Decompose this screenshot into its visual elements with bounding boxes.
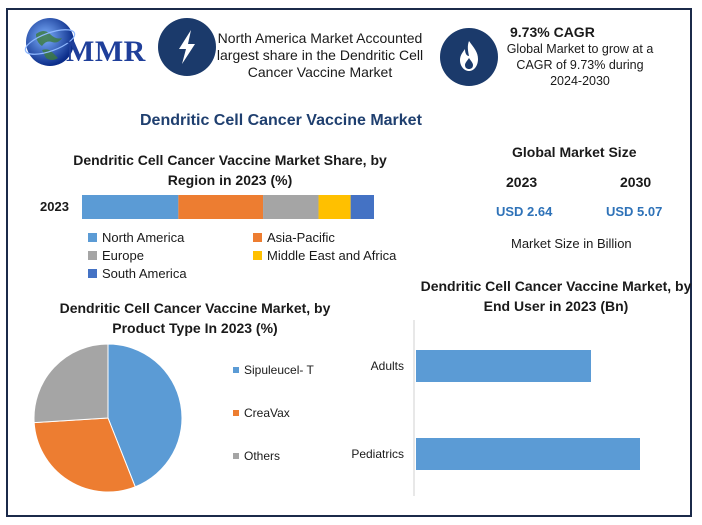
legend-creavax: CreaVax [233,406,290,420]
bar-asia-pacific [178,195,264,219]
value-2030: USD 5.07 [606,204,663,219]
bar-north-america [82,195,179,219]
enduser-bar-chart: Adults Pediatrics [351,320,640,496]
product-pie-chart [33,343,183,493]
bar-europe [263,195,319,219]
slice-sipuleucel-t [107,343,183,488]
tick-label-pediatrics: Pediatrics [351,447,404,461]
flame-icon [460,41,478,71]
region-chart-title: Dendritic Cell Cancer Vaccine Market Sha… [73,152,387,188]
legend-asia-pacific: Asia-Pacific [253,230,335,245]
size-note: Market Size in Billion [511,236,632,251]
slice-creavax [33,417,136,493]
legend-sipuleucel: Sipuleucel- T [233,363,314,377]
bar-adults [416,350,591,382]
product-chart-title: Dendritic Cell Cancer Vaccine Market, by… [59,300,331,336]
legend-south-america: South America [88,266,187,281]
slice-others [33,343,109,424]
cagr-title: 9.73% CAGR [510,24,595,40]
year-2030: 2030 [620,174,652,190]
year-2023: 2023 [506,174,538,190]
bar-pediatrics [416,438,640,470]
tick-label-adults: Adults [371,359,404,373]
region-stacked-bar [82,195,374,219]
global-size-title: Global Market Size [512,144,637,160]
enduser-chart-title: Dendritic Cell Cancer Vaccine Market, by… [420,278,692,314]
bar-middle-east-and-africa [318,195,351,219]
logo-text: MMR [66,35,146,68]
main-title: Dendritic Cell Cancer Vaccine Market [140,112,422,129]
legend-others: Others [233,449,280,463]
cagr-description: Global Market to grow at a CAGR of 9.73%… [506,42,654,88]
bar-south-america [350,195,374,219]
highlight-north-america: North America Market Accounted largest s… [216,30,424,80]
globe-icon [24,18,76,66]
value-2023: USD 2.64 [496,204,553,219]
legend-north-america: North America [88,230,184,245]
legend-europe: Europe [88,248,144,263]
flame-badge [440,28,498,86]
lightning-icon [179,30,195,64]
legend-middle-east-africa: Middle East and Africa [253,248,396,263]
region-year-label: 2023 [40,199,69,214]
lightning-badge [158,18,216,76]
mmr-logo: MMR [22,12,152,70]
region-legend: North America Asia-Pacific Europe Middle… [88,230,408,286]
